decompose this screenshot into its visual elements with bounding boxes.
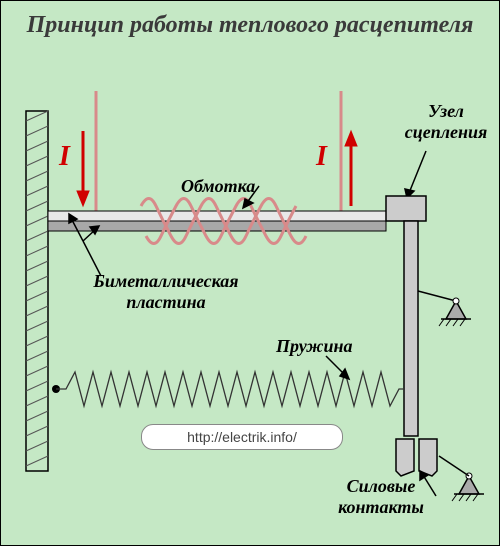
contacts-label: Силовые контакты xyxy=(331,476,431,518)
diagram-container: Принцип работы теплового расцепителя xyxy=(0,0,500,546)
current-label-right: I xyxy=(316,141,327,173)
winding-label: Обмотка xyxy=(181,176,255,197)
wall xyxy=(26,111,48,471)
coupling-unit xyxy=(386,196,484,501)
current-label-left: I xyxy=(59,141,70,173)
bimetal-label: Биметаллическая пластина xyxy=(76,271,256,313)
current-arrow-left xyxy=(77,131,89,206)
current-arrow-right xyxy=(345,131,357,206)
label-arrow-spring xyxy=(326,356,349,379)
spring-label: Пружина xyxy=(276,336,352,357)
url-box: http://electrik.info/ xyxy=(141,424,343,450)
spring xyxy=(52,372,404,406)
coupling-label: Узел сцепления xyxy=(396,101,496,143)
label-arrow-coupling xyxy=(405,151,426,198)
